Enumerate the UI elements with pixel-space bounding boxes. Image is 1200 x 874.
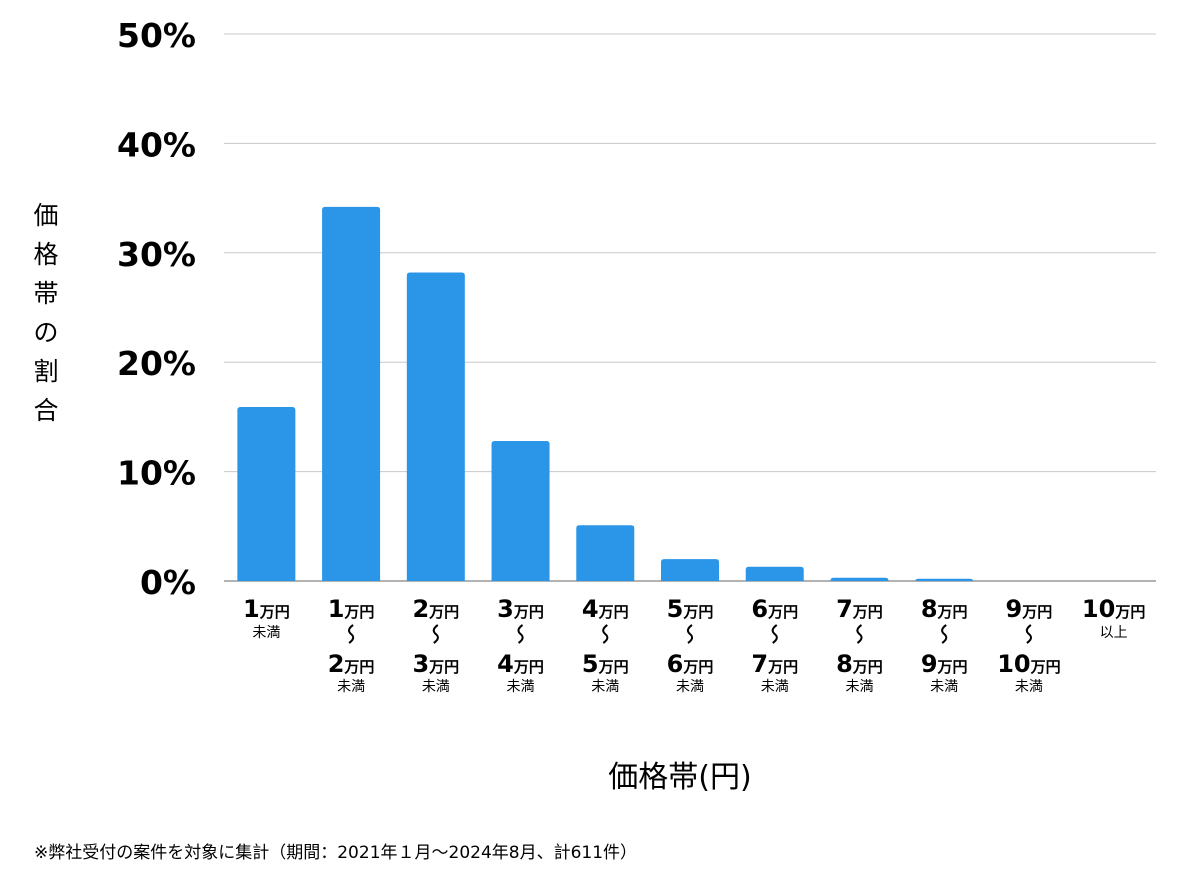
x-tick-amount: 6万円 [751, 595, 798, 623]
x-tick-amount: 3万円 [412, 650, 459, 678]
x-tick-range-mark [771, 624, 778, 644]
x-tick-amount: 1万円 [243, 595, 290, 623]
bar [322, 206, 381, 582]
x-tick-qualifier: 未満 [591, 679, 619, 695]
y-axis-label-char: 合 [33, 396, 59, 425]
bar [830, 577, 889, 581]
x-tick-amount: 4万円 [497, 650, 544, 678]
bar [745, 566, 804, 581]
y-axis-label-char: 割 [33, 357, 59, 386]
x-tick-amount: 8万円 [921, 595, 968, 623]
y-tick-label: 20% [117, 344, 196, 383]
x-tick-range-mark [686, 624, 694, 644]
y-tick-label: 40% [117, 125, 196, 164]
bar [406, 272, 465, 581]
x-tick-range-mark [1025, 624, 1032, 644]
x-tick-qualifier: 未満 [761, 679, 789, 695]
x-tick-amount: 1万円 [328, 595, 375, 623]
y-axis-label-char: 帯 [33, 279, 59, 308]
x-tick-qualifier: 以上 [1100, 625, 1128, 641]
x-tick-qualifier: 未満 [422, 679, 450, 695]
x-tick-qualifier: 未満 [930, 679, 958, 695]
x-tick-qualifier: 未満 [337, 679, 365, 695]
bar [661, 559, 719, 581]
y-axis-label-char: 価 [33, 201, 59, 230]
x-tick-amount: 7万円 [751, 650, 798, 678]
x-tick-amount: 2万円 [412, 595, 459, 623]
x-tick-amount: 10万円 [997, 650, 1060, 678]
x-axis-label: 価格帯(円) [608, 760, 752, 795]
bars [237, 206, 974, 582]
y-tick-label: 30% [117, 235, 196, 274]
bar [576, 525, 635, 581]
x-tick-labels: 1万円未満1万円2万円未満2万円3万円未満3万円4万円未満4万円5万円未満5万円… [243, 595, 1145, 695]
y-tick-label: 50% [117, 16, 196, 55]
x-tick-range-mark [517, 624, 524, 644]
x-tick-range-mark [856, 624, 863, 644]
x-tick-amount: 2万円 [328, 650, 375, 678]
x-tick-amount: 6万円 [667, 650, 714, 678]
x-tick-amount: 7万円 [836, 595, 883, 623]
y-tick-label: 0% [140, 563, 196, 602]
y-tick-label: 10% [117, 454, 196, 493]
x-tick-range-mark [348, 624, 355, 644]
bar [237, 407, 296, 581]
y-axis-label-char: 格 [33, 240, 59, 269]
x-tick-amount: 3万円 [497, 595, 544, 623]
x-tick-amount: 9万円 [1006, 595, 1053, 623]
x-tick-qualifier: 未満 [676, 679, 704, 695]
x-tick-range-mark [602, 624, 609, 644]
footnote: ※弊社受付の案件を対象に集計（期間：2021年１月〜2024年8月、計611件） [34, 843, 638, 863]
y-axis-label: 価格帯の割合 [28, 196, 64, 430]
x-tick-amount: 5万円 [667, 595, 714, 623]
x-tick-range-mark [432, 624, 439, 644]
x-tick-qualifier: 未満 [507, 679, 535, 695]
bar [491, 440, 550, 581]
x-tick-range-mark [941, 624, 948, 644]
x-tick-qualifier: 未満 [252, 625, 280, 641]
x-tick-amount: 10万円 [1082, 595, 1145, 623]
y-axis-label-char: の [33, 318, 59, 347]
y-tick-labels: 0% 10% 20% 30% 40% 50% [117, 16, 196, 602]
x-tick-amount: 4万円 [582, 595, 629, 623]
x-tick-qualifier: 未満 [845, 679, 873, 695]
x-tick-amount: 5万円 [582, 650, 629, 678]
x-tick-amount: 8万円 [836, 650, 883, 678]
x-tick-qualifier: 未満 [1015, 679, 1043, 695]
x-tick-amount: 9万円 [921, 650, 968, 678]
bar [915, 578, 974, 582]
